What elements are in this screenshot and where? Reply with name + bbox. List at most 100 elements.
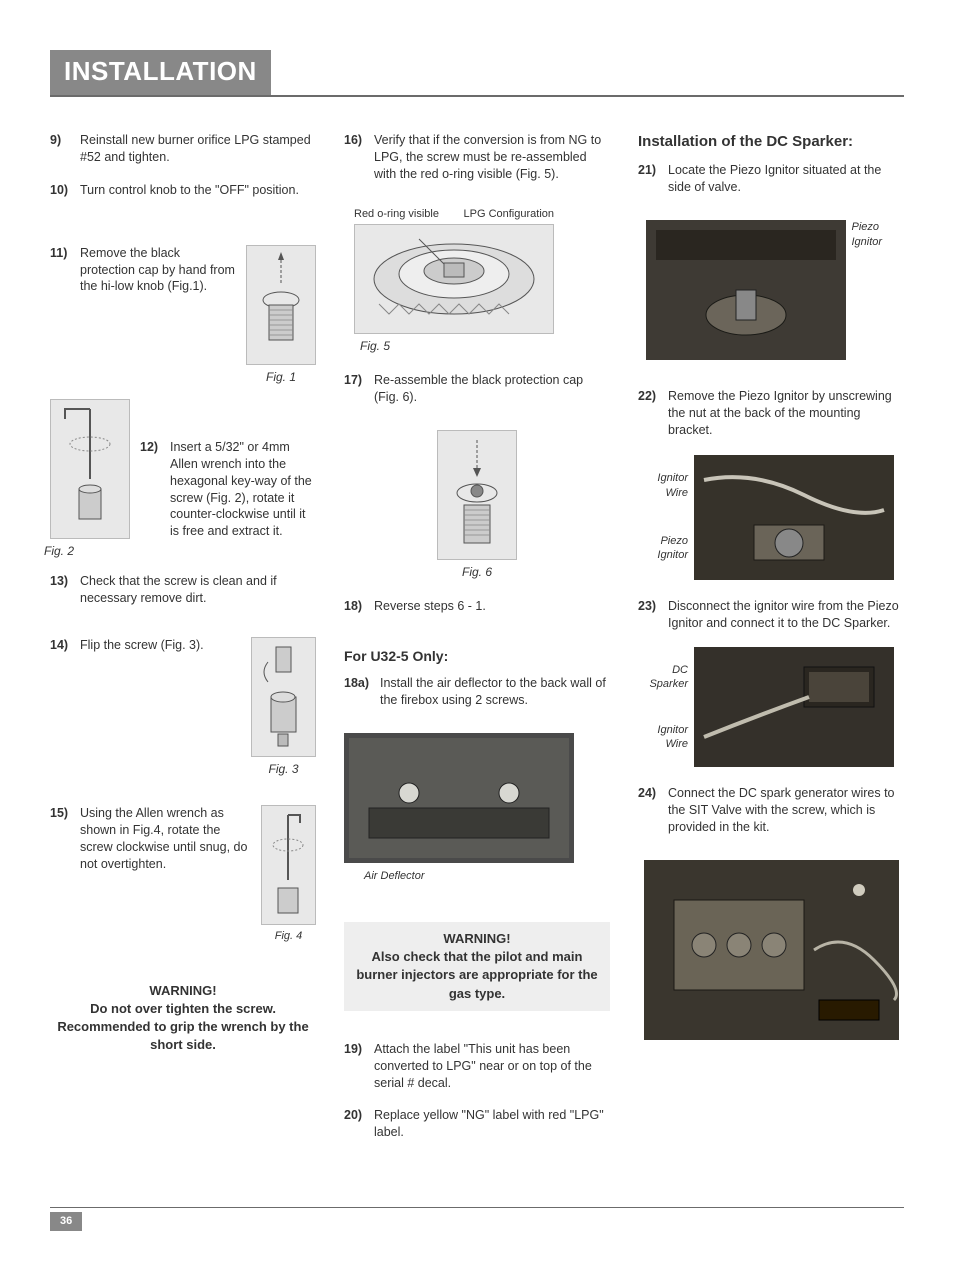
step-text: Flip the screw (Fig. 3).	[80, 637, 241, 654]
step-text: Verify that if the conversion is from NG…	[374, 132, 610, 183]
step-9: 9) Reinstall new burner orifice LPG stam…	[50, 132, 316, 166]
step-number: 18)	[344, 598, 374, 615]
step-number: 18a)	[344, 675, 380, 709]
air-deflector-photo: Air Deflector	[344, 733, 610, 884]
fig5-label-right: LPG Configuration	[464, 207, 555, 222]
column-3: Installation of the DC Sparker: 21) Loca…	[638, 132, 904, 1157]
step-11-with-fig1: 11) Remove the black protection cap by h…	[50, 245, 316, 385]
step-18: 18) Reverse steps 6 - 1.	[344, 598, 610, 615]
photo-piezo-remove: Ignitor Wire Piezo Ignitor	[638, 455, 904, 580]
step-text: Check that the screw is clean and if nec…	[80, 573, 316, 607]
air-deflector-caption: Air Deflector	[364, 869, 425, 884]
step-number: 15)	[50, 805, 80, 873]
figure-1-caption: Fig. 1	[246, 369, 316, 385]
figure-3: Fig. 3	[251, 637, 316, 777]
step-23: 23) Disconnect the ignitor wire from the…	[638, 598, 904, 632]
step-19: 19) Attach the label "This unit has been…	[344, 1041, 610, 1092]
figure-1-image	[246, 245, 316, 365]
air-deflector-image	[344, 733, 574, 863]
page-number: 36	[50, 1212, 82, 1231]
figure-2-image	[50, 399, 130, 539]
step-17: 17) Re-assemble the black protection cap…	[344, 372, 610, 406]
step-number: 13)	[50, 573, 80, 607]
step-text: Locate the Piezo Ignitor situated at the…	[668, 162, 904, 196]
photo-piezo-locate: Piezo Ignitor	[638, 220, 904, 360]
warning-body: Do not over tighten the screw. Recommend…	[54, 1000, 312, 1055]
step-text: Reverse steps 6 - 1.	[374, 598, 610, 615]
photo-2-image	[694, 455, 894, 580]
step-16: 16) Verify that if the conversion is fro…	[344, 132, 610, 183]
warning-title: WARNING!	[54, 982, 312, 1000]
photo-4-image	[644, 860, 899, 1040]
step-number: 20)	[344, 1107, 374, 1141]
figure-4-caption: Fig. 4	[261, 929, 316, 944]
figure-5: Red o-ring visible LPG Configuration Fig…	[354, 207, 610, 354]
step-text: Re-assemble the black protection cap (Fi…	[374, 372, 610, 406]
warning-title: WARNING!	[350, 930, 604, 948]
step-20: 20) Replace yellow "NG" label with red "…	[344, 1107, 610, 1141]
step-14-with-fig3: 14) Flip the screw (Fig. 3). Fig. 3	[50, 637, 316, 777]
step-24: 24) Connect the DC spark generator wires…	[638, 785, 904, 836]
step-number: 24)	[638, 785, 668, 836]
step-number: 11)	[50, 245, 80, 296]
section-header: INSTALLATION	[50, 50, 904, 97]
figure-1: Fig. 1	[246, 245, 316, 385]
warning-box-1: WARNING! Do not over tighten the screw. …	[50, 978, 316, 1059]
subhead-u32: For U32-5 Only:	[344, 647, 610, 666]
step-number: 12)	[140, 439, 170, 540]
figure-6: Fig. 6	[344, 430, 610, 580]
figure-5-caption: Fig. 5	[360, 338, 390, 354]
figure-4: Fig. 4	[261, 805, 316, 944]
photo-sit-valve	[638, 860, 904, 1040]
photo-2-labels: Ignitor Wire Piezo Ignitor	[638, 455, 688, 580]
figure-5-labels: Red o-ring visible LPG Configuration	[354, 207, 554, 222]
step-text: Connect the DC spark generator wires to …	[668, 785, 904, 836]
step-number: 19)	[344, 1041, 374, 1092]
step-text: Install the air deflector to the back wa…	[380, 675, 610, 709]
step-number: 10)	[50, 182, 80, 199]
step-number: 22)	[638, 388, 668, 439]
figure-5-image	[354, 224, 554, 334]
photo-dc-sparker: DC Sparker Ignitor Wire	[638, 647, 904, 767]
content-columns: 9) Reinstall new burner orifice LPG stam…	[50, 132, 904, 1157]
step-number: 23)	[638, 598, 668, 632]
column-1: 9) Reinstall new burner orifice LPG stam…	[50, 132, 316, 1157]
step-text: Using the Allen wrench as shown in Fig.4…	[80, 805, 251, 873]
step-text: Replace yellow "NG" label with red "LPG"…	[374, 1107, 610, 1141]
warning-body: Also check that the pilot and main burne…	[350, 948, 604, 1003]
photo-2-label-top: Ignitor Wire	[638, 471, 688, 501]
step-12-with-fig2: Fig. 2 12) Insert a 5/32" or 4mm Allen w…	[50, 399, 316, 559]
photo-3-label-top: DC Sparker	[638, 663, 688, 693]
figure-6-image	[437, 430, 517, 560]
photo-3-labels: DC Sparker Ignitor Wire	[638, 647, 688, 767]
photo-1-image	[646, 220, 846, 360]
step-number: 16)	[344, 132, 374, 183]
step-text: Disconnect the ignitor wire from the Pie…	[668, 598, 904, 632]
step-text: Remove the black protection cap by hand …	[80, 245, 236, 296]
step-number: 21)	[638, 162, 668, 196]
figure-2: Fig. 2	[50, 399, 130, 559]
step-text: Reinstall new burner orifice LPG stamped…	[80, 132, 316, 166]
step-10: 10) Turn control knob to the "OFF" posit…	[50, 182, 316, 199]
photo-1-label: Piezo Ignitor	[852, 220, 897, 250]
page-footer: 36	[50, 1207, 904, 1231]
step-text: Turn control knob to the "OFF" position.	[80, 182, 316, 199]
step-text: Insert a 5/32" or 4mm Allen wrench into …	[170, 439, 316, 540]
figure-3-caption: Fig. 3	[251, 761, 316, 777]
section-title: INSTALLATION	[50, 50, 271, 95]
figure-3-image	[251, 637, 316, 757]
step-21: 21) Locate the Piezo Ignitor situated at…	[638, 162, 904, 196]
step-number: 9)	[50, 132, 80, 166]
column-2: 16) Verify that if the conversion is fro…	[344, 132, 610, 1157]
step-number: 14)	[50, 637, 80, 654]
step-text: Attach the label "This unit has been con…	[374, 1041, 610, 1092]
warning-box-2: WARNING! Also check that the pilot and m…	[344, 922, 610, 1011]
photo-3-image	[694, 647, 894, 767]
fig5-label-left: Red o-ring visible	[354, 207, 439, 222]
step-22: 22) Remove the Piezo Ignitor by unscrewi…	[638, 388, 904, 439]
figure-2-caption: Fig. 2	[44, 543, 130, 559]
figure-4-image	[261, 805, 316, 925]
step-18a: 18a) Install the air deflector to the ba…	[344, 675, 610, 709]
figure-6-caption: Fig. 6	[462, 564, 492, 580]
dc-sparker-heading: Installation of the DC Sparker:	[638, 132, 904, 152]
